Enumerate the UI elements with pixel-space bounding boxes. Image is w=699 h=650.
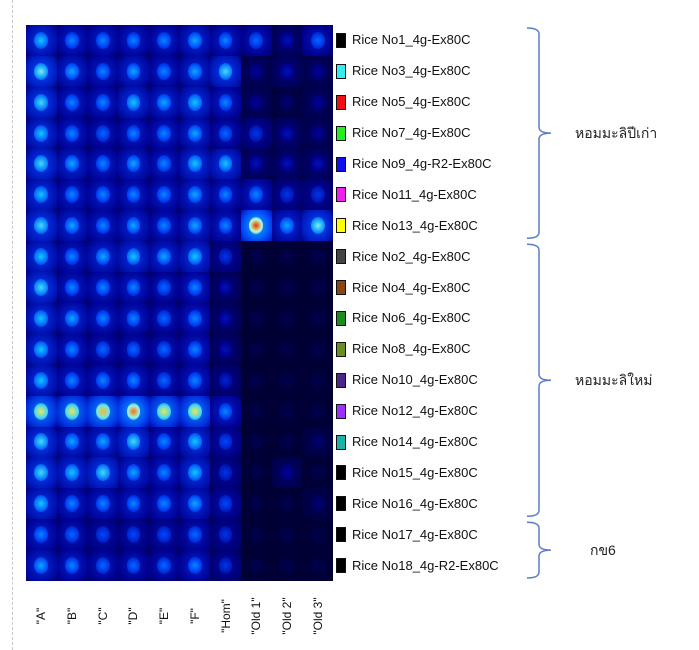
- legend-swatch: [336, 372, 346, 388]
- group-brace: [526, 27, 552, 239]
- legend-label: Rice No11_4g-Ex80C: [352, 186, 477, 202]
- legend-label: Rice No2_4g-Ex80C: [352, 248, 471, 264]
- legend-label: Rice No1_4g-Ex80C: [352, 32, 471, 48]
- legend-swatch: [336, 341, 346, 357]
- legend-swatch: [336, 434, 346, 450]
- legend-label: Rice No5_4g-Ex80C: [352, 94, 471, 110]
- legend-label: Rice No8_4g-Ex80C: [352, 341, 471, 357]
- page-left-border: [12, 0, 13, 650]
- legend-swatch: [336, 125, 346, 141]
- legend-label: Rice No9_4g-R2-Ex80C: [352, 156, 492, 171]
- legend-label: Rice No4_4g-Ex80C: [352, 279, 471, 295]
- legend-label: Rice No17_4g-Ex80C: [352, 526, 478, 542]
- legend-swatch: [336, 496, 346, 512]
- legend-swatch: [336, 280, 346, 296]
- legend-swatch: [336, 187, 346, 203]
- heatmap-cell: [118, 426, 150, 458]
- group-label: หอมมะลิปีเก่า: [575, 125, 658, 142]
- heatmap-cell: [26, 25, 58, 57]
- legend-swatch: [336, 527, 346, 543]
- legend-swatch: [336, 32, 346, 48]
- heatmap-cell: [118, 241, 150, 273]
- group-brace: [526, 521, 552, 579]
- legend-swatch: [336, 94, 346, 110]
- legend-label: Rice No13_4g-Ex80C: [352, 217, 478, 233]
- legend-swatch: [336, 310, 346, 326]
- legend-swatch: [336, 403, 346, 419]
- legend-label: Rice No14_4g-Ex80C: [352, 434, 478, 449]
- heatmap-cell: [118, 148, 150, 180]
- group-brace: [526, 243, 552, 517]
- legend-swatch: [336, 465, 346, 481]
- legend-label: Rice No16_4g-Ex80C: [352, 495, 478, 511]
- legend-label: Rice No7_4g-Ex80C: [352, 125, 471, 141]
- group-label: กข6: [590, 542, 616, 559]
- legend-swatch: [336, 63, 346, 79]
- legend-swatch: [336, 558, 346, 574]
- heatmap-cell: [271, 148, 303, 180]
- legend-label: Rice No12_4g-Ex80C: [352, 403, 478, 419]
- legend-label: Rice No15_4g-Ex80C: [352, 464, 478, 480]
- heatmap-cell: [179, 395, 211, 428]
- legend-swatch: [336, 249, 346, 265]
- legend-swatch: [336, 156, 346, 172]
- legend-label: Rice No10_4g-Ex80C: [352, 372, 478, 388]
- legend-label: Rice No6_4g-Ex80C: [352, 310, 471, 326]
- legend-label: Rice No3_4g-Ex80C: [352, 63, 471, 79]
- group-label: หอมมะลิใหม่: [575, 372, 653, 389]
- legend-swatch: [336, 218, 346, 234]
- legend-label: Rice No18_4g-R2-Ex80C: [352, 557, 499, 573]
